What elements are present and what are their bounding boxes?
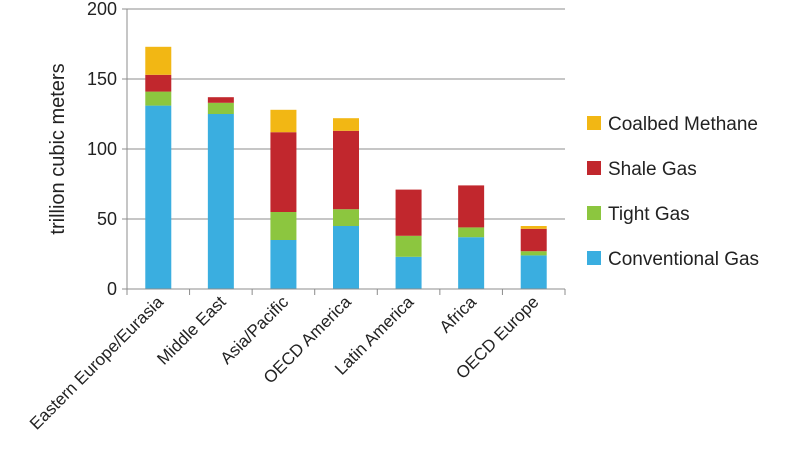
bar-2-series-1 [270,212,297,240]
bar-2-series-0 [270,240,297,289]
axes [122,8,566,295]
legend-label-1: Shale Gas [608,159,697,180]
bar-4-series-1 [395,235,422,257]
bar-0-series-1 [145,91,172,106]
bar-6-series-2 [520,228,547,252]
bar-3-series-0 [333,226,359,289]
bar-5-series-0 [458,237,485,289]
legend-label-0: Coalbed Methane [608,114,758,135]
bar-5-series-1 [458,227,485,238]
legend-label-2: Tight Gas [608,204,690,225]
y-tick-label-3: 150 [87,69,117,89]
bar-2-series-3 [270,109,297,133]
y-tick-label-4: 200 [87,0,117,19]
category-label-5: Africa [436,292,481,337]
legend: Coalbed Methane Shale Gas Tight Gas Convent… [587,114,759,270]
bar-3-series-3 [333,118,359,131]
bar-4-series-2 [395,189,422,236]
bar-0-series-3 [145,46,172,75]
y-tick-labels: 0 50 100 150 200 [87,0,117,299]
legend-label-3: Conventional Gas [608,249,759,270]
legend-swatch-1 [587,161,601,175]
bar-6-series-0 [520,255,547,289]
bar-1-series-1 [207,102,234,114]
bar-2-series-2 [270,132,297,212]
bar-4-series-0 [395,256,422,289]
category-label-0: Eastern Europe/Eurasia [26,292,167,433]
legend-swatch-0 [587,116,601,130]
bar-1-series-0 [207,114,234,289]
bar-6-series-1 [520,251,547,256]
y-tick-label-1: 50 [97,209,117,229]
bar-0-series-2 [145,74,172,92]
bars [145,46,547,289]
y-tick-label-2: 100 [87,139,117,159]
legend-swatch-3 [587,251,601,265]
y-axis-label: trillion cubic meters [47,63,69,234]
y-tick-label-0: 0 [107,279,117,299]
bar-3-series-1 [333,209,359,226]
bar-6-series-3 [520,226,547,229]
bar-3-series-2 [333,130,359,210]
bar-0-series-0 [145,105,172,289]
legend-swatch-2 [587,206,601,220]
bar-5-series-2 [458,185,485,228]
bar-1-series-2 [207,97,234,103]
